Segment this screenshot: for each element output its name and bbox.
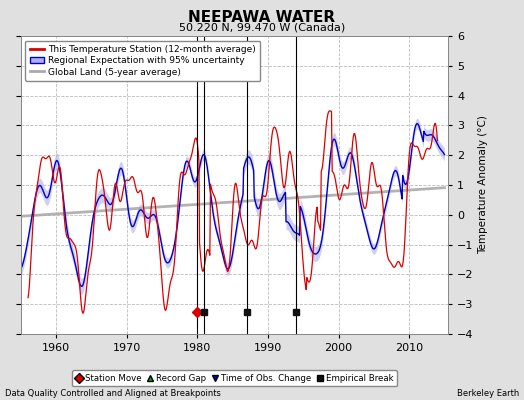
Text: 50.220 N, 99.470 W (Canada): 50.220 N, 99.470 W (Canada) [179,22,345,32]
Legend: Station Move, Record Gap, Time of Obs. Change, Empirical Break: Station Move, Record Gap, Time of Obs. C… [72,370,397,386]
Text: NEEPAWA WATER: NEEPAWA WATER [189,10,335,25]
Y-axis label: Temperature Anomaly (°C): Temperature Anomaly (°C) [478,116,488,254]
Text: Data Quality Controlled and Aligned at Breakpoints: Data Quality Controlled and Aligned at B… [5,389,221,398]
Text: Berkeley Earth: Berkeley Earth [456,389,519,398]
